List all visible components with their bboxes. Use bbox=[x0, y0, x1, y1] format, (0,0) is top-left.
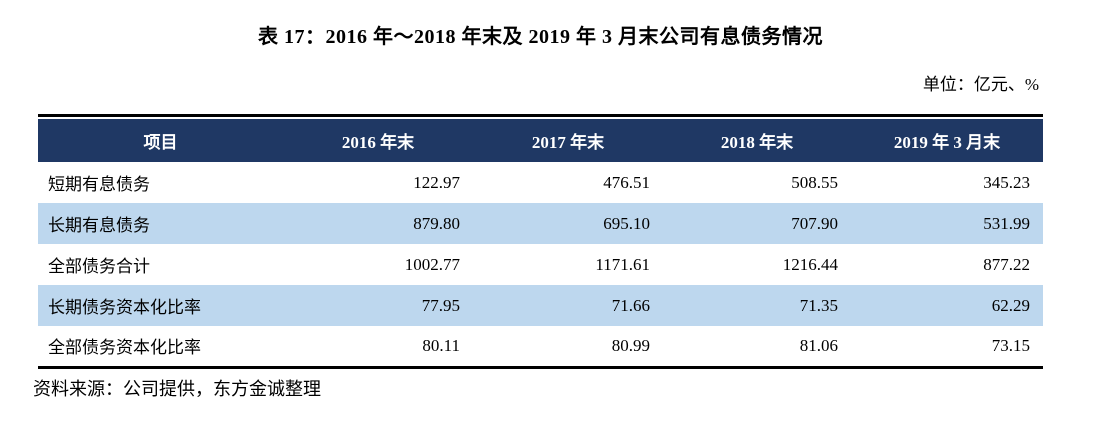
value-cell: 1216.44 bbox=[782, 254, 838, 274]
value-cell: 62.29 bbox=[851, 285, 1043, 326]
header-row: 项目 2016 年末 2017 年末 2018 年末 2019 年 3 月末 bbox=[38, 119, 1043, 162]
value-cell: 877.22 bbox=[983, 254, 1030, 274]
column-header-3: 2018 年末 bbox=[663, 119, 851, 162]
value-cell: 80.11 bbox=[422, 335, 460, 355]
table-title: 表 17：2016 年～2018 年末及 2019 年 3 月末公司有息债务情况 bbox=[258, 26, 823, 48]
row-label: 全部债务合计 bbox=[48, 257, 150, 276]
value-cell: 508.55 bbox=[791, 172, 838, 192]
value-cell: 695.10 bbox=[473, 203, 663, 244]
table-row: 全部债务资本化比率 80.11 80.99 81.06 73.15 bbox=[38, 326, 1043, 367]
unit-label: 单位：亿元、% bbox=[922, 75, 1039, 94]
value-cell: 81.06 bbox=[799, 335, 838, 355]
value-cell: 71.35 bbox=[663, 285, 851, 326]
value-cell: 122.97 bbox=[413, 172, 460, 192]
row-label: 长期有息债务 bbox=[38, 203, 283, 244]
value-cell: 73.15 bbox=[991, 335, 1030, 355]
table-row: 短期有息债务 122.97 476.51 508.55 345.23 bbox=[38, 162, 1043, 203]
value-cell: 71.66 bbox=[473, 285, 663, 326]
row-label: 全部债务资本化比率 bbox=[48, 338, 201, 358]
document-body: 表 17：2016 年～2018 年末及 2019 年 3 月末公司有息债务情况… bbox=[38, 22, 1043, 369]
table-body: 短期有息债务 122.97 476.51 508.55 345.23 长期有息债务 879.… bbox=[38, 162, 1043, 367]
value-cell: 80.99 bbox=[611, 335, 650, 355]
column-header-2: 2017 年末 bbox=[473, 119, 663, 162]
column-header-0: 项目 bbox=[38, 119, 283, 162]
value-cell: 476.51 bbox=[603, 172, 650, 192]
debt-table: 项目 2016 年末 2017 年末 2018 年末 2019 年 3 月末 短期有息债… bbox=[38, 119, 1043, 369]
value-cell: 531.99 bbox=[851, 203, 1043, 244]
table-row: 长期债务资本化比率 77.95 71.66 71.35 62.29 bbox=[38, 285, 1043, 326]
column-header-4: 2019 年 3 月末 bbox=[851, 119, 1043, 162]
value-cell: 77.95 bbox=[283, 285, 473, 326]
row-label: 长期债务资本化比率 bbox=[38, 285, 283, 326]
value-cell: 1002.77 bbox=[404, 254, 460, 274]
value-cell: 879.80 bbox=[283, 203, 473, 244]
column-header-1: 2016 年末 bbox=[283, 119, 473, 162]
debt-table-container: 项目 2016 年末 2017 年末 2018 年末 2019 年 3 月末 短期有息债… bbox=[38, 114, 1043, 369]
table-row: 全部债务合计 1002.77 1171.61 1216.44 877.22 bbox=[38, 244, 1043, 285]
table-row: 长期有息债务 879.80 695.10 707.90 531.99 bbox=[38, 203, 1043, 244]
source-note: 资料来源：公司提供，东方金诚整理 bbox=[33, 378, 321, 399]
value-cell: 345.23 bbox=[983, 172, 1030, 192]
value-cell: 707.90 bbox=[663, 203, 851, 244]
row-label: 短期有息债务 bbox=[48, 175, 150, 194]
table-header: 项目 2016 年末 2017 年末 2018 年末 2019 年 3 月末 bbox=[38, 119, 1043, 162]
value-cell: 1171.61 bbox=[595, 254, 650, 274]
